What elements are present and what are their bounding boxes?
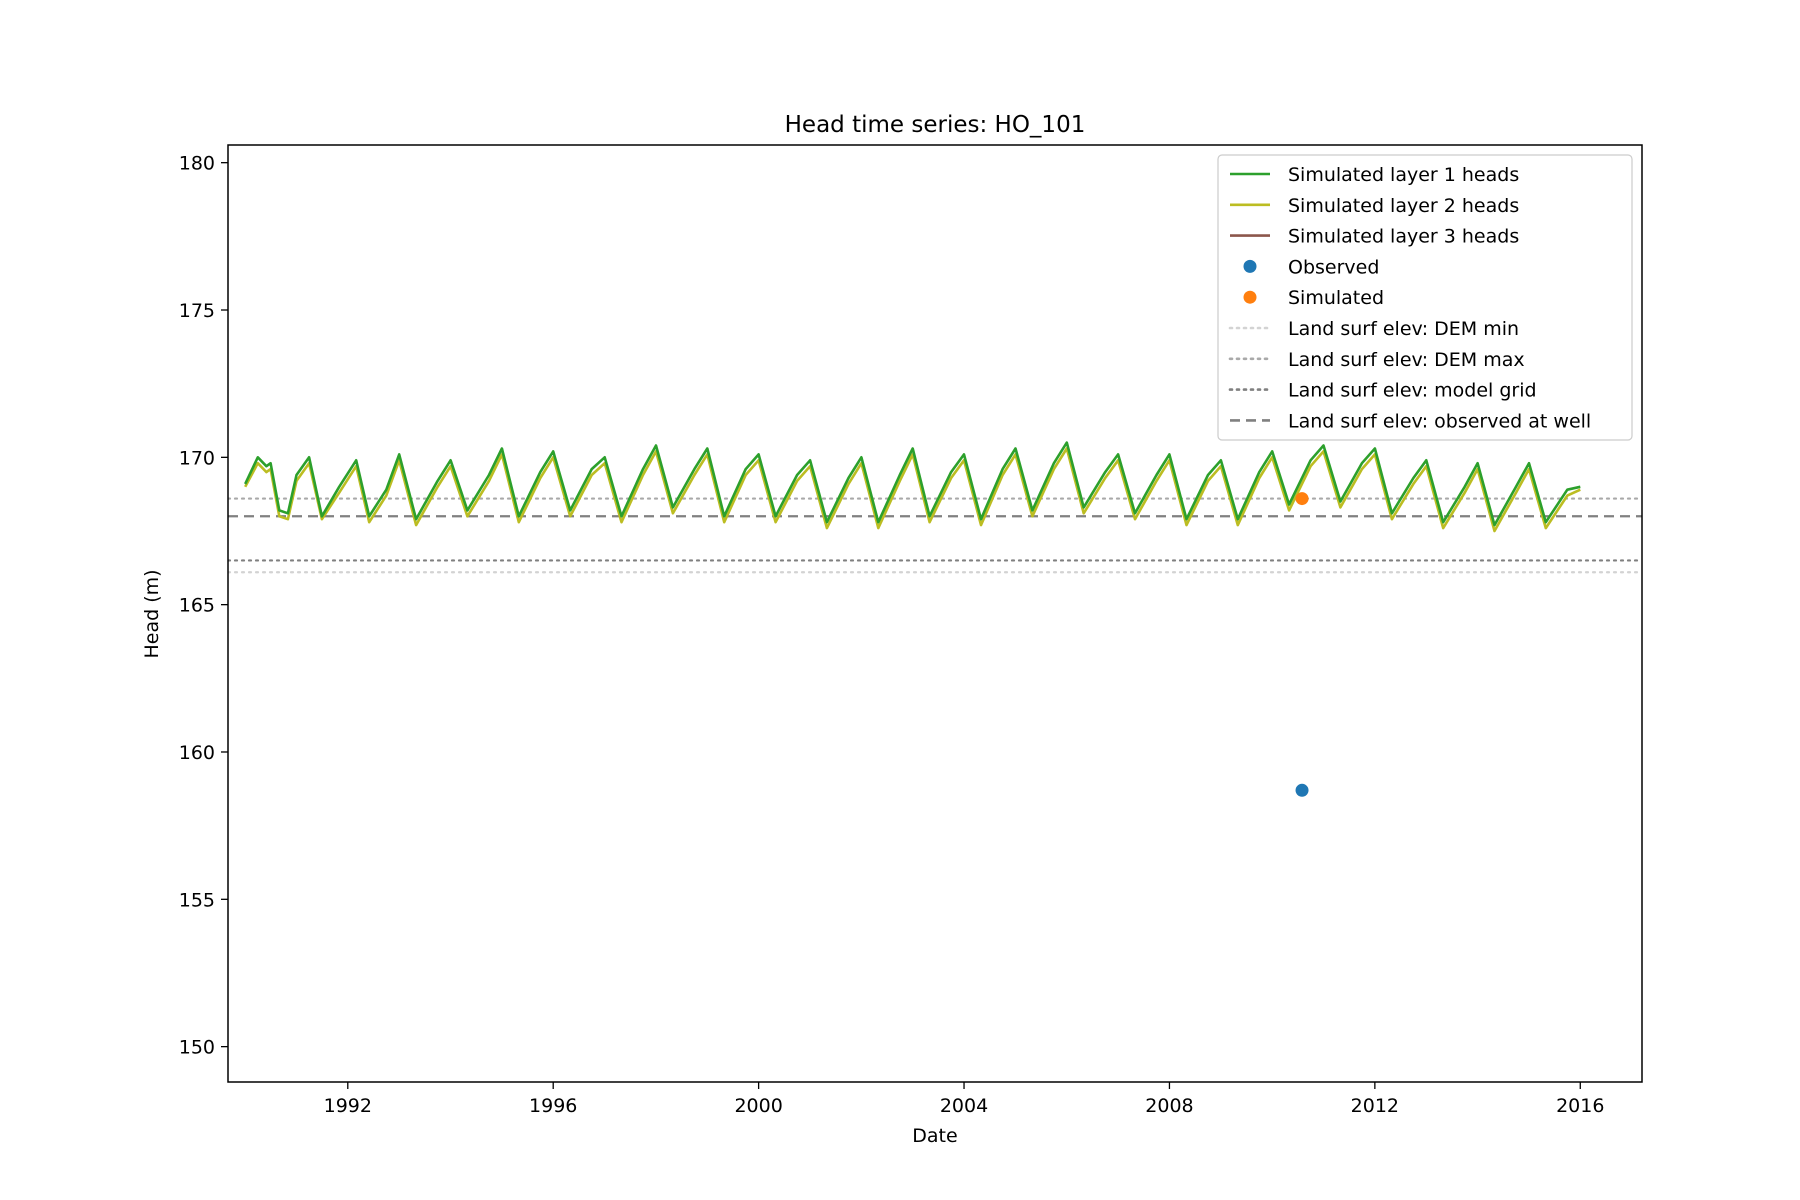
legend-label-observed: Observed	[1288, 256, 1379, 278]
y-axis: 150 155 160 165 170 175 180	[179, 153, 228, 1059]
y-tick-label: 170	[179, 447, 215, 469]
x-tick-label: 2000	[734, 1095, 782, 1117]
legend-label-land-surf-elev-observed-at-well: Land surf elev: observed at well	[1288, 410, 1591, 432]
legend-marker-simulated	[1243, 290, 1257, 304]
x-axis: 1992 1996 2000 2004 2008 2012 2016	[324, 1082, 1604, 1117]
plot-area-frame	[227, 144, 1643, 1083]
legend-label-simulated: Simulated	[1288, 287, 1384, 309]
legend-label-land-surf-elev-dem-max: Land surf elev: DEM max	[1288, 349, 1525, 371]
x-tick-label: 2008	[1145, 1095, 1193, 1117]
x-axis-label: Date	[912, 1125, 957, 1147]
chart-title: Head time series: HO_101	[785, 112, 1086, 138]
plot-layer	[228, 441, 1642, 797]
legend-label-land-surf-elev-model-grid: Land surf elev: model grid	[1288, 380, 1537, 402]
y-axis-label: Head (m)	[141, 569, 163, 658]
legend-label-simulated-layer-2-heads: Simulated layer 2 heads	[1288, 195, 1519, 217]
point-simulated	[1295, 492, 1309, 506]
legend-frame	[1217, 154, 1633, 441]
point-observed	[1295, 783, 1309, 797]
series-line-simulated-layer-2-heads	[244, 447, 1581, 533]
legend-label-land-surf-elev-dem-min: Land surf elev: DEM min	[1288, 318, 1519, 340]
y-tick-label: 155	[179, 889, 215, 911]
x-tick-label: 2012	[1351, 1095, 1399, 1117]
legend-label-simulated-layer-3-heads: Simulated layer 3 heads	[1288, 226, 1519, 248]
x-tick-label: 1992	[324, 1095, 372, 1117]
y-tick-label: 165	[179, 595, 215, 617]
x-tick-label: 2004	[940, 1095, 988, 1117]
series-line-simulated-layer-1-heads	[244, 441, 1581, 527]
y-tick-label: 160	[179, 742, 215, 764]
y-tick-label: 150	[179, 1037, 215, 1059]
legend-label-simulated-layer-1-heads: Simulated layer 1 heads	[1288, 164, 1519, 186]
y-tick-label: 180	[179, 153, 215, 175]
legend: Simulated layer 1 heads Simulated layer 2…	[1217, 154, 1633, 441]
legend-marker-observed	[1243, 259, 1257, 273]
x-tick-label: 2016	[1556, 1095, 1604, 1117]
y-tick-label: 175	[179, 300, 215, 322]
x-tick-label: 1996	[529, 1095, 577, 1117]
